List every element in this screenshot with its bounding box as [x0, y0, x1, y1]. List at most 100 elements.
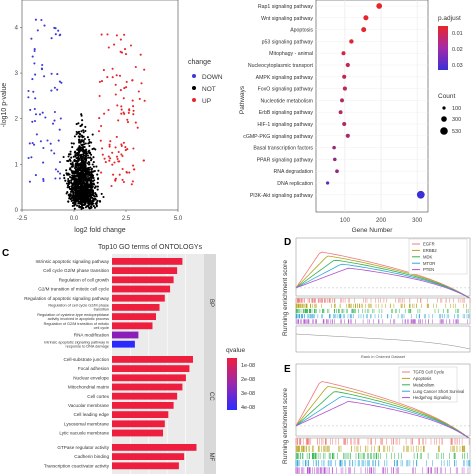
volcano-point-down — [34, 73, 37, 76]
volcano-point-not — [72, 186, 76, 189]
volcano-point-not — [92, 205, 95, 208]
volcano-point-up — [132, 109, 135, 112]
legend-label-up: UP — [202, 98, 211, 105]
volcano-point-not — [90, 206, 93, 209]
volcano-point-down — [34, 113, 38, 116]
volcano-point-not — [94, 193, 97, 196]
volcano-point-down — [30, 37, 33, 40]
volcano-point-not — [77, 152, 80, 155]
volcano-point-up — [120, 153, 123, 156]
pathway-label: Wnt signaling pathway — [261, 16, 313, 22]
pathway-dot — [341, 51, 346, 56]
volcano-point-up — [124, 146, 127, 149]
volcano-point-down — [43, 24, 46, 27]
volcano-point-not — [82, 207, 85, 210]
volcano-point-not — [71, 188, 74, 191]
go-bar — [112, 294, 165, 302]
go-bar — [112, 304, 160, 311]
volcano-point-up — [100, 124, 103, 128]
volcano-point-not — [84, 129, 87, 133]
go-term-label: Vacuolar membrane — [68, 403, 109, 408]
pathway-dot — [342, 86, 347, 91]
volcano-point-not — [65, 169, 68, 172]
volcano-point-not — [74, 150, 77, 153]
volcano-point-up — [116, 157, 119, 161]
volcano-point-down — [51, 122, 55, 125]
pathway-dot — [335, 169, 339, 174]
go-barplot: C Top10 GO terms of ONTOLOGYs BP Intrinsi… — [2, 244, 255, 474]
volcano-point-up — [114, 93, 117, 96]
volcano-point-up — [128, 109, 131, 112]
qvalue-tick-3: 3e-08 — [241, 391, 255, 397]
go-bar — [112, 374, 186, 382]
volcano-point-up — [127, 111, 130, 114]
count-dot-small — [442, 106, 446, 110]
volcano-point-up — [140, 82, 143, 85]
volcano-point-not — [75, 130, 78, 133]
volcano-point-down — [33, 119, 37, 123]
volcano-point-down — [60, 81, 63, 84]
qvalue-legend: qvalue 1e-08 2e-08 3e-08 4e-08 — [226, 347, 255, 411]
volcano-point-not — [92, 165, 95, 168]
volcano-point-not — [89, 191, 92, 194]
volcano-point-up — [125, 86, 128, 89]
volcano-point-up — [129, 44, 133, 47]
pathway-label: PI3K-Akt signaling pathway — [250, 193, 314, 199]
volcano-point-not — [85, 198, 88, 201]
volcano-point-not — [75, 123, 78, 126]
go-term-label: Cadherin binding — [74, 454, 109, 459]
volcano-point-up — [114, 83, 117, 86]
volcano-point-not — [91, 189, 95, 192]
volcano-point-up — [113, 161, 116, 164]
volcano-point-down — [54, 177, 57, 180]
volcano-point-not — [81, 143, 85, 146]
volcano-point-down — [40, 18, 43, 22]
volcano-point-not — [94, 186, 97, 189]
volcano-point-not — [70, 185, 73, 188]
volcano-point-not — [68, 173, 71, 176]
volcano-point-down — [50, 89, 53, 92]
volcano-point-down — [32, 90, 35, 93]
pathway-label: AMPK signaling pathway — [256, 75, 314, 81]
volcano-point-not — [79, 141, 82, 144]
legend-dot-not — [192, 86, 196, 90]
volcano-point-not — [77, 122, 80, 125]
volcano-point-not — [83, 178, 86, 182]
volcano-point-not — [87, 185, 90, 188]
volcano-point-not — [90, 194, 93, 197]
volcano-point-not — [68, 158, 71, 161]
qvalue-colorbar — [227, 358, 237, 410]
volcano-point-not — [81, 123, 84, 126]
volcano-point-not — [79, 133, 82, 136]
volcano-point-not — [83, 137, 86, 141]
gsea-legend-label: MDK — [423, 254, 433, 259]
volcano-point-not — [80, 185, 83, 188]
volcano-point-not — [73, 182, 76, 186]
volcano-point-not — [84, 196, 87, 199]
pathway-label: Apoptosis — [290, 28, 313, 34]
volcano-point-up — [120, 105, 123, 108]
gsea-curve — [295, 267, 471, 299]
volcano-point-not — [74, 199, 77, 202]
volcano-point-not — [96, 173, 99, 176]
volcano-point-up — [117, 160, 120, 163]
go-bar — [112, 444, 197, 451]
go-term-label: Lytic vacuole membrane — [59, 431, 109, 436]
volcano-point-down — [57, 29, 60, 32]
volcano-ytick-label: 3 — [15, 71, 19, 77]
gsea-legend-label: EGFR — [423, 242, 435, 247]
volcano-point-not — [90, 199, 94, 202]
volcano-point-not — [80, 114, 83, 117]
volcano-point-up — [111, 76, 114, 79]
volcano-point-not — [82, 129, 85, 132]
volcano-point-up — [121, 154, 124, 158]
volcano-point-not — [80, 199, 83, 202]
volcano-point-not — [88, 138, 91, 141]
volcano-point-not — [91, 133, 94, 136]
volcano-point-not — [68, 193, 71, 196]
volcano-point-up — [126, 148, 129, 151]
go-term-label: G2/M transition of mitotic cell cycle — [38, 287, 109, 292]
volcano-point-down — [56, 88, 59, 91]
gsea-d-ylabel: Running enrichment score — [282, 260, 289, 336]
